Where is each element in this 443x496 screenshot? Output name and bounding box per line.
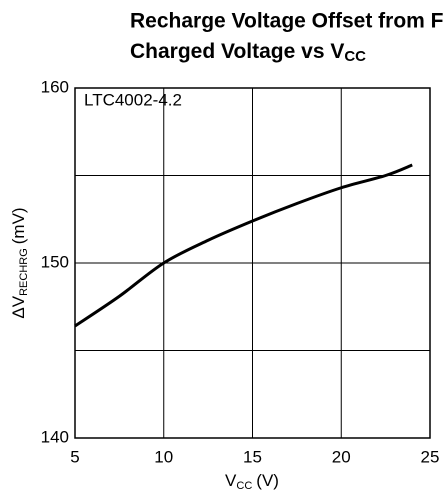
y-axis-label: ΔVRECHRG (mV) [9,207,29,318]
x-tick-label: 5 [70,447,79,466]
label-text: ΔV [9,295,28,318]
y-tick-label: 140 [41,427,69,446]
label-sub: RECHRG [18,248,30,296]
x-tick-label: 15 [243,447,262,466]
chart-title: Charged Voltage vs VCC [130,40,366,65]
y-tick-label: 150 [41,252,69,271]
x-tick-label: 10 [154,447,173,466]
chart-title: Recharge Voltage Offset from Full [130,10,443,33]
label-unit: (mV) [9,207,28,244]
x-tick-label: 20 [332,447,351,466]
label-text: V [225,471,237,490]
annotation: LTC4002-4.2 [84,90,182,109]
label-sub: CC [236,480,252,492]
data-line [74,163,413,328]
title-text: Charged Voltage vs V [130,40,344,63]
x-axis-label: VCC (V) [225,471,279,491]
y-tick-label: 160 [41,77,69,96]
label-unit: (V) [256,471,279,490]
x-tick-label: 25 [421,447,440,466]
title-sub: CC [344,48,366,65]
